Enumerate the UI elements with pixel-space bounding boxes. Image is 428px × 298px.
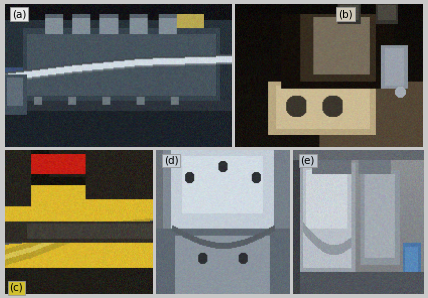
Text: (a): (a) [12,9,26,19]
Text: (b): (b) [338,9,353,19]
Text: (d): (d) [164,155,178,165]
Text: (e): (e) [300,155,315,165]
Text: (c): (c) [9,283,23,293]
